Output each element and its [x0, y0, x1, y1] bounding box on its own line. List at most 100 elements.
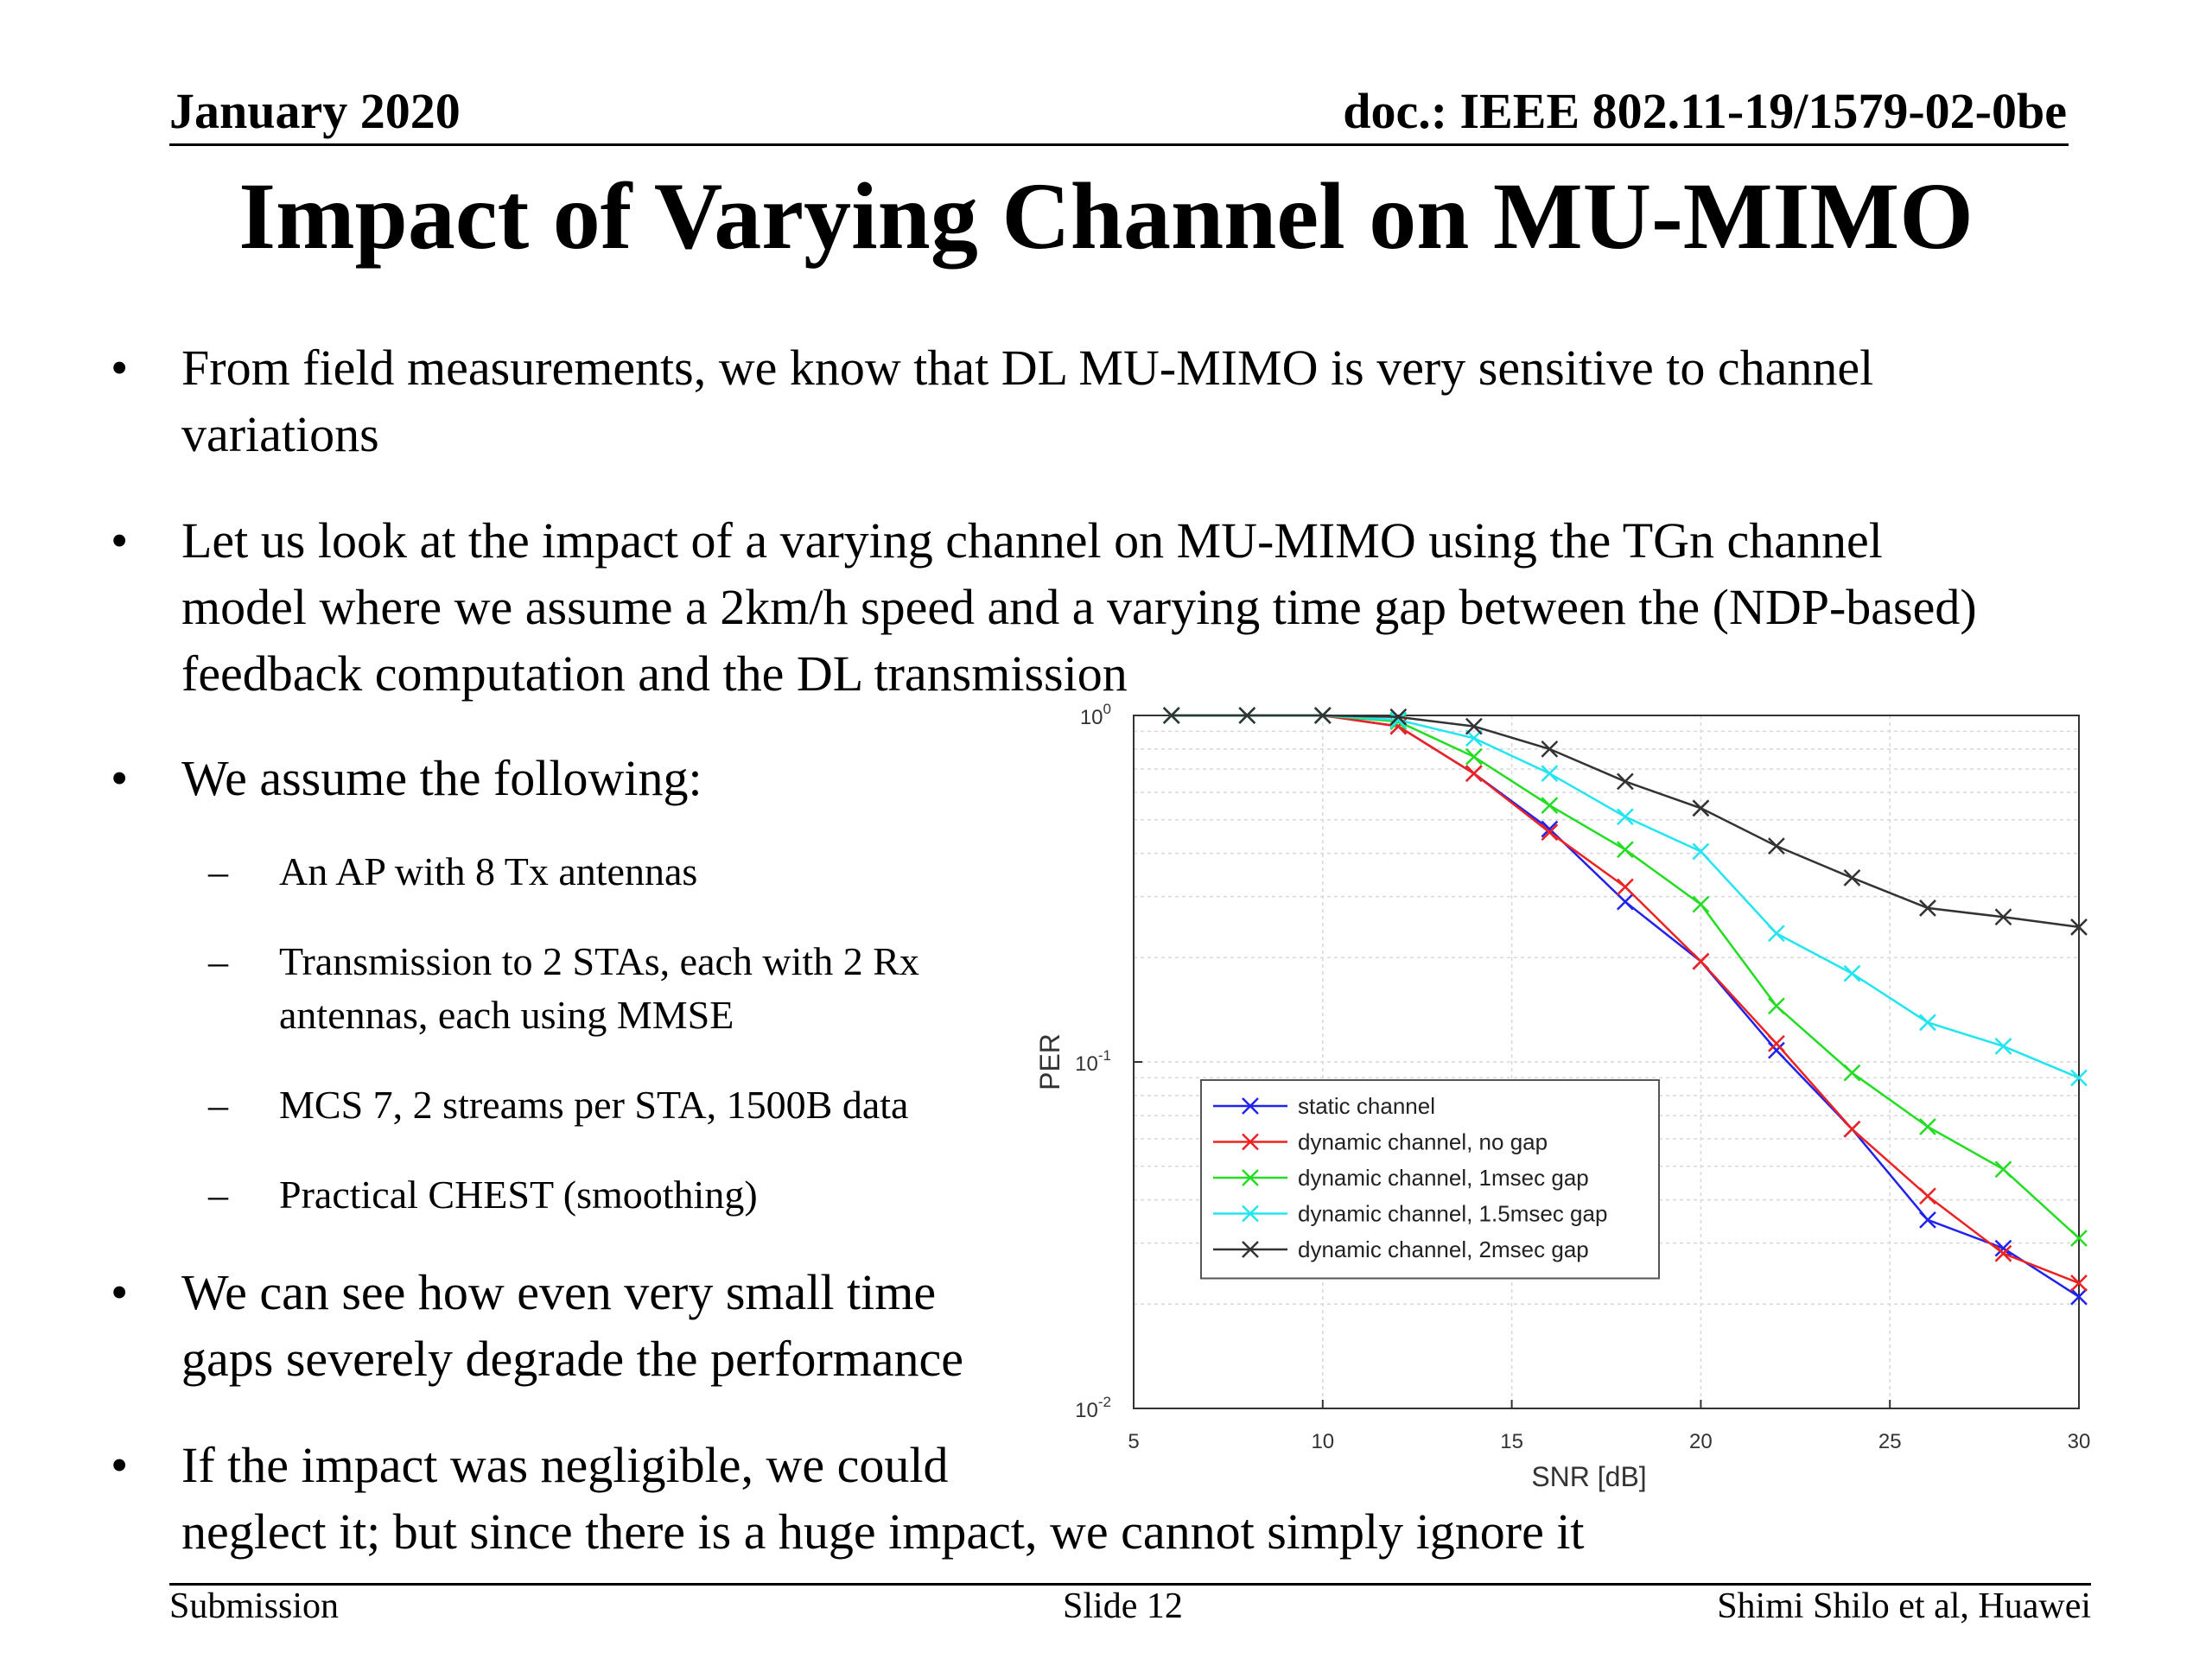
sub-bullet-4: – Practical CHEST (smoothing)	[208, 1168, 758, 1222]
series-5-marker	[1313, 707, 1332, 724]
y-axis-label: PER	[1034, 1033, 1065, 1090]
series-2-marker	[1994, 1244, 2012, 1262]
series-4-marker	[1541, 765, 1559, 783]
x-axis-label: SNR [dB]	[1531, 1461, 1646, 1492]
series-2-marker	[1616, 878, 1634, 896]
series-4-marker	[1692, 842, 1710, 861]
y-tick-label: 100	[1080, 701, 1111, 729]
sub-bullet-2: – Transmission to 2 STAs, each with 2 Rx…	[208, 935, 919, 1042]
sub-bullet-2-line-2: antennas, each using MMSE	[279, 993, 734, 1037]
bullet-2: • Let us look at the impact of a varying…	[111, 507, 1977, 707]
series-3-marker	[1843, 1064, 1861, 1082]
series-5-marker	[1238, 707, 1256, 724]
x-tick-label: 25	[1878, 1430, 1902, 1453]
series-5-marker	[1465, 717, 1483, 735]
footer-left: Submission	[169, 1586, 340, 1626]
sub-dash: –	[208, 849, 228, 893]
series-2-marker	[2070, 1274, 2088, 1292]
series-5-marker	[1994, 908, 2012, 926]
slide-title: Impact of Varying Channel on MU-MIMO	[238, 163, 1974, 269]
bullet-5-line-1: If the impact was negligible, we could	[181, 1437, 949, 1493]
sub-bullet-1: – An AP with 8 Tx antennas	[208, 845, 698, 899]
series-5-marker	[2070, 918, 2088, 936]
legend-marker-2	[1242, 1133, 1259, 1151]
bullet-3-line-1: We assume the following:	[181, 750, 702, 806]
series-4-marker	[1919, 1014, 1936, 1032]
x-tick-label: 5	[1128, 1430, 1139, 1453]
bullet-2-line-2: model where we assume a 2km/h speed and …	[181, 579, 1977, 635]
bullet-5-line-2: neglect it; but since there is a huge im…	[181, 1503, 1585, 1560]
x-tick-label: 30	[2068, 1430, 2091, 1453]
sub-dash: –	[208, 939, 228, 983]
bullet-4-line-2: gaps severely degrade the performance	[181, 1331, 963, 1387]
bullet-2-line-3: feedback computation and the DL transmis…	[181, 645, 1128, 702]
series-4-marker	[1994, 1037, 2012, 1055]
bullet-dot: •	[111, 340, 129, 396]
bullet-4-line-1: We can see how even very small time	[181, 1264, 937, 1320]
series-3-marker	[1692, 895, 1710, 913]
series-3-marker	[1919, 1118, 1936, 1135]
bullet-dot: •	[111, 1264, 129, 1320]
legend-label-5: dynamic channel, 2msec gap	[1298, 1236, 1589, 1262]
series-4-marker	[1389, 711, 1408, 729]
bullet-5: • If the impact was negligible, we could…	[111, 1432, 1585, 1565]
legend-marker-4	[1242, 1205, 1259, 1223]
sub-bullet-3: – MCS 7, 2 streams per STA, 1500B data	[208, 1078, 909, 1132]
bullet-3: • We assume the following:	[111, 745, 702, 811]
series-5-marker	[1541, 740, 1559, 758]
legend-label-3: dynamic channel, 1msec gap	[1298, 1165, 1589, 1191]
bullet-4: • We can see how even very small time ga…	[111, 1259, 963, 1392]
header-doc-id: doc.: IEEE 802.11-19/1579-02-0be	[1343, 83, 2067, 139]
header-rule	[169, 143, 2069, 146]
sub-bullet-3-text: MCS 7, 2 streams per STA, 1500B data	[279, 1083, 909, 1127]
bullet-1-line-1: From field measurements, we know that DL…	[181, 340, 1874, 396]
bullet-1-line-2: variations	[181, 406, 379, 462]
series-5-marker	[1919, 899, 1936, 917]
series-5-marker	[1162, 707, 1180, 724]
series-1-marker	[2070, 1287, 2088, 1306]
series-3-marker	[1541, 797, 1559, 814]
series-1-marker	[1616, 893, 1634, 911]
legend-box	[1200, 1079, 1660, 1280]
series-5-marker	[1616, 772, 1634, 791]
bullet-2-line-1: Let us look at the impact of a varying c…	[181, 512, 1883, 569]
series-5-marker	[1768, 837, 1785, 855]
series-2-marker	[1843, 1120, 1861, 1138]
series-3-marker	[1616, 841, 1634, 859]
header-date: January 2020	[169, 83, 461, 139]
sub-bullet-2-line-1: Transmission to 2 STAs, each with 2 Rx	[279, 939, 919, 983]
legend-label-1: static channel	[1298, 1093, 1435, 1119]
footer-rule	[169, 1583, 2091, 1586]
sub-bullet-4-text: Practical CHEST (smoothing)	[279, 1173, 758, 1217]
series-2-marker	[1692, 952, 1710, 970]
series-2-marker	[1768, 1034, 1785, 1052]
series-4-marker	[1616, 808, 1634, 826]
series-1-marker	[1768, 1041, 1785, 1059]
y-tick-label: 10-2	[1075, 1394, 1111, 1422]
bullet-1: • From field measurements, we know that …	[111, 334, 1874, 467]
series-3-marker	[1465, 747, 1483, 766]
x-tick-label: 10	[1311, 1430, 1334, 1453]
series-3-marker	[1994, 1160, 2012, 1179]
series-4-marker	[1768, 925, 1785, 943]
bullet-dot: •	[111, 1437, 129, 1493]
sub-dash: –	[208, 1083, 228, 1127]
series-2-marker	[1465, 765, 1483, 783]
x-tick-label: 20	[1689, 1430, 1713, 1453]
series-1-marker	[1541, 820, 1559, 838]
series-5-marker	[1389, 708, 1408, 726]
series-2-marker	[1919, 1187, 1936, 1205]
bullet-dot: •	[111, 750, 129, 806]
x-tick-label: 15	[1500, 1430, 1523, 1453]
series-4-marker	[2070, 1069, 2088, 1087]
series-5-marker	[1692, 799, 1710, 817]
series-4-marker	[1843, 964, 1861, 982]
series-3-marker	[2070, 1230, 2088, 1247]
series-2-marker	[1541, 823, 1559, 842]
legend-label-2: dynamic channel, no gap	[1298, 1129, 1548, 1155]
sub-bullet-1-text: An AP with 8 Tx antennas	[279, 849, 698, 893]
per-vs-snr-chart: 5 10 15 20 25 30 100 10-1 10-2 SNR [dB] PER static …	[1034, 701, 2091, 1492]
y-tick-label: 10-1	[1075, 1047, 1111, 1076]
footer-right: Shimi Shilo et al, Huawei	[1717, 1586, 2091, 1626]
legend-marker-3	[1242, 1169, 1259, 1186]
